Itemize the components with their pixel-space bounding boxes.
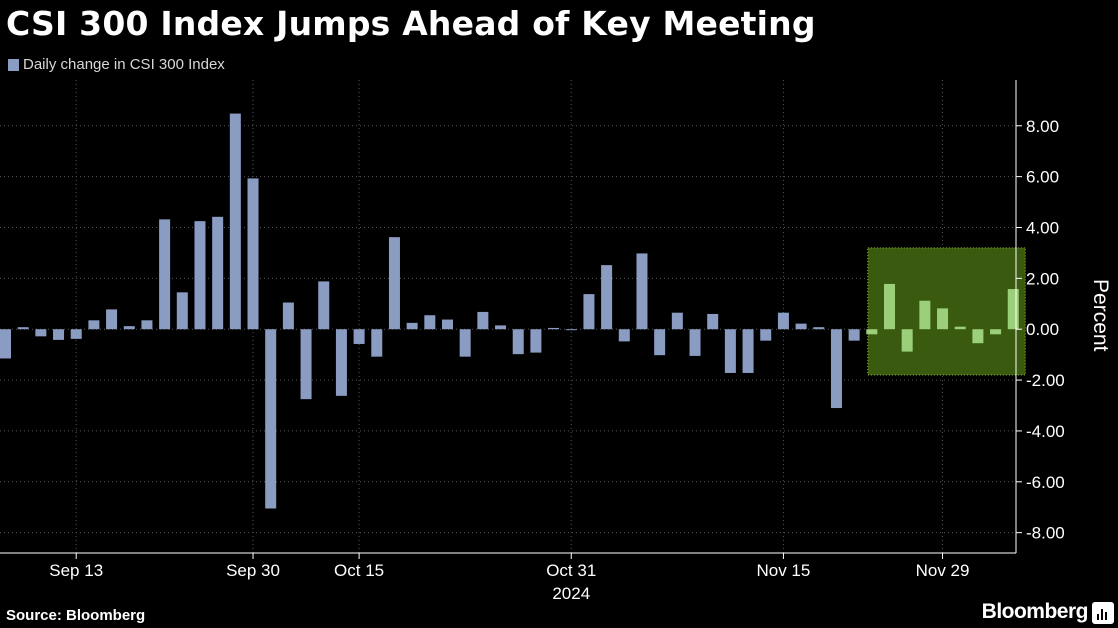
x-tick-label: Oct 31 bbox=[546, 561, 596, 580]
bar bbox=[0, 329, 11, 359]
bar bbox=[371, 329, 383, 357]
legend-label: Daily change in CSI 300 Index bbox=[23, 56, 225, 73]
bar bbox=[424, 315, 436, 330]
bar bbox=[990, 329, 1002, 335]
bar bbox=[159, 219, 171, 330]
y-tick-label: 0.00 bbox=[1026, 320, 1059, 339]
x-tick-label: Oct 15 bbox=[334, 561, 384, 580]
bar bbox=[123, 326, 135, 330]
bar bbox=[707, 313, 719, 330]
bar bbox=[300, 329, 312, 400]
bar bbox=[919, 300, 931, 330]
bar bbox=[477, 311, 489, 330]
bar bbox=[689, 329, 701, 356]
bar bbox=[618, 329, 630, 342]
bar bbox=[848, 329, 860, 341]
bar bbox=[35, 329, 47, 337]
bar bbox=[636, 253, 648, 330]
bar bbox=[583, 294, 595, 330]
bar bbox=[954, 326, 966, 330]
bar bbox=[212, 216, 224, 330]
bar bbox=[265, 329, 277, 509]
bar bbox=[176, 292, 188, 330]
bar bbox=[901, 329, 913, 352]
bar bbox=[548, 327, 560, 330]
bar bbox=[335, 329, 347, 396]
bar bbox=[459, 329, 471, 357]
bar bbox=[795, 323, 807, 330]
bar bbox=[1007, 289, 1019, 330]
x-tick-label: Sep 30 bbox=[226, 561, 280, 580]
bar bbox=[884, 283, 895, 330]
bar bbox=[88, 320, 100, 330]
bar bbox=[937, 308, 949, 330]
y-tick-label: -2.00 bbox=[1026, 371, 1065, 390]
bar bbox=[565, 329, 577, 331]
y-tick-label: -4.00 bbox=[1026, 422, 1065, 441]
bar bbox=[141, 320, 153, 330]
bar bbox=[972, 329, 984, 344]
bar bbox=[813, 327, 825, 330]
bar bbox=[318, 281, 330, 330]
bar bbox=[530, 329, 542, 353]
bar bbox=[654, 329, 666, 356]
y-tick-label: 6.00 bbox=[1026, 168, 1059, 187]
bar bbox=[671, 312, 683, 330]
bloomberg-terminal-icon bbox=[1092, 602, 1114, 624]
bar bbox=[70, 329, 82, 339]
bar bbox=[282, 302, 294, 330]
bar bbox=[406, 322, 418, 330]
y-tick-label: 2.00 bbox=[1026, 269, 1059, 288]
bar bbox=[601, 265, 613, 330]
bar bbox=[106, 309, 118, 330]
y-tick-label: -8.00 bbox=[1026, 524, 1065, 543]
bar bbox=[229, 113, 241, 330]
bar bbox=[742, 329, 754, 373]
bar bbox=[388, 237, 400, 330]
bar bbox=[760, 329, 772, 341]
bar bbox=[194, 221, 206, 330]
bar bbox=[830, 329, 842, 409]
brand-logo: Bloomberg bbox=[981, 600, 1089, 623]
x-year-label: 2024 bbox=[552, 584, 590, 603]
chart-title: CSI 300 Index Jumps Ahead of Key Meeting bbox=[6, 4, 816, 43]
bar bbox=[53, 329, 65, 340]
source-note: Source: Bloomberg bbox=[6, 607, 146, 624]
bar bbox=[495, 325, 507, 330]
bar bbox=[353, 329, 365, 344]
y-tick-label: 8.00 bbox=[1026, 117, 1059, 136]
bar bbox=[866, 329, 878, 335]
legend-swatch bbox=[8, 58, 19, 71]
x-tick-label: Nov 15 bbox=[756, 561, 810, 580]
y-tick-label: 4.00 bbox=[1026, 218, 1059, 237]
bar bbox=[724, 329, 736, 373]
x-tick-label: Nov 29 bbox=[916, 561, 970, 580]
y-tick-label: -6.00 bbox=[1026, 473, 1065, 492]
bar bbox=[777, 312, 789, 330]
legend: Daily change in CSI 300 Index bbox=[8, 56, 225, 73]
bar bbox=[17, 327, 29, 330]
y-axis-label: Percent bbox=[1089, 279, 1112, 352]
x-tick-label: Sep 13 bbox=[49, 561, 103, 580]
bar bbox=[512, 329, 524, 355]
bar bbox=[247, 178, 259, 330]
bar bbox=[442, 319, 453, 330]
